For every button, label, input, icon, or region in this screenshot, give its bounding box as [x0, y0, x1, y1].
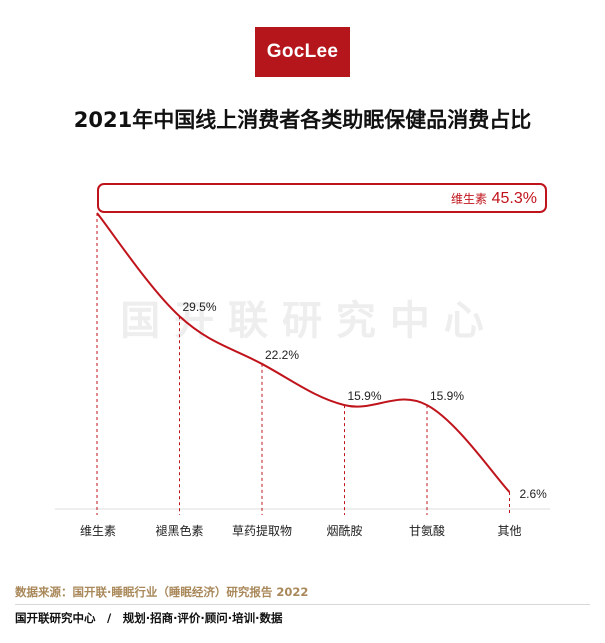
highlight-value: 45.3%	[491, 190, 537, 207]
x-tick-label: 甘氨酸	[409, 523, 445, 538]
data-label: 29.5%	[183, 300, 217, 314]
goclee-logo: GocLee	[255, 27, 350, 77]
data-label: 15.9%	[430, 389, 464, 403]
chart-title: 2021年中国线上消费者各类助眠保健品消费占比	[73, 108, 532, 132]
data-label: 22.2%	[265, 348, 299, 362]
x-tick-label: 其他	[497, 524, 521, 538]
highlight-label: 维生素	[450, 192, 487, 206]
x-tick-label: 烟酰胺	[326, 524, 362, 538]
logo-text: GocLee	[266, 41, 339, 62]
x-tick-label: 维生素	[80, 524, 116, 538]
data-label: 2.6%	[520, 487, 548, 501]
source-note: 数据来源：国开联·睡眠行业（睡眠经济）研究报告 2022	[15, 585, 309, 599]
data-label: 15.9%	[348, 389, 382, 403]
watermark-text: 国 开 联 研 究 中 心	[120, 298, 484, 344]
footer-text: 国开联研究中心 / 规划·招商·评价·顾问·培训·数据	[15, 611, 283, 625]
highlight-box: 维生素 45.3%	[97, 183, 547, 213]
x-tick-label: 草药提取物	[232, 523, 292, 538]
divider	[15, 604, 590, 605]
series-line	[96, 212, 511, 493]
x-tick-label: 褪黑色素	[155, 523, 203, 538]
